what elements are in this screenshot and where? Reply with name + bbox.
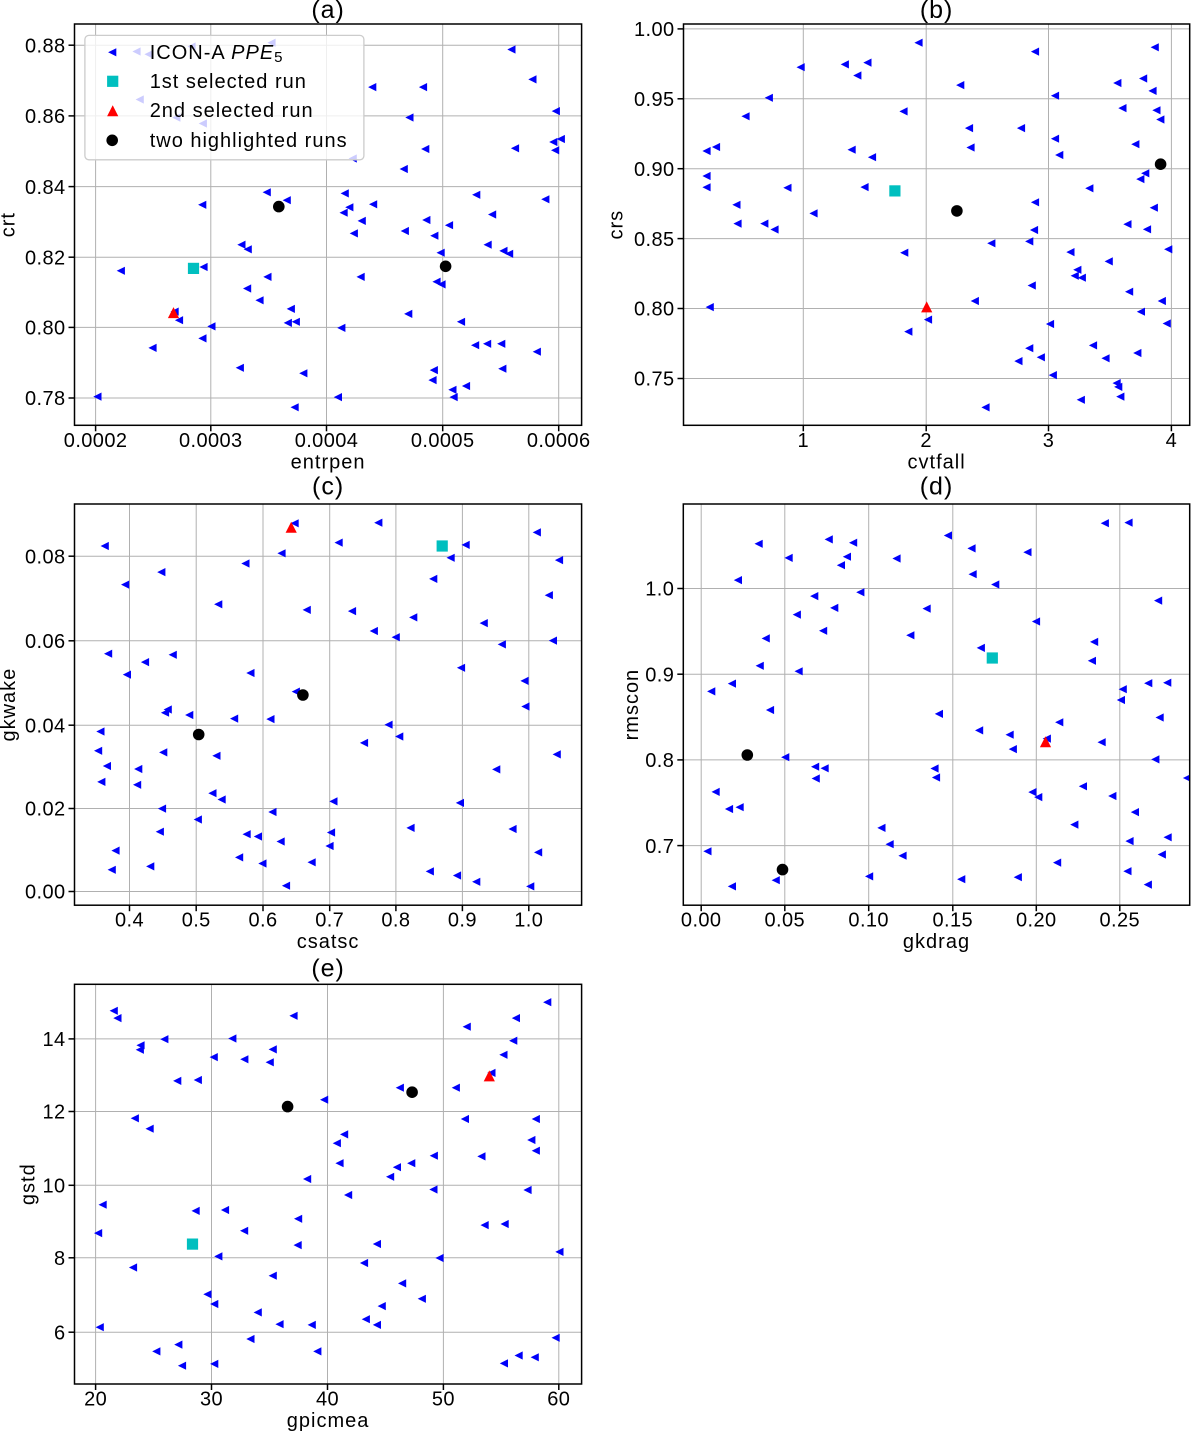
svg-text:0.05: 0.05 bbox=[765, 910, 806, 932]
svg-text:3: 3 bbox=[1043, 430, 1055, 452]
svg-text:(e): (e) bbox=[311, 955, 345, 983]
svg-text:0.0002: 0.0002 bbox=[64, 430, 128, 452]
svg-text:0.02: 0.02 bbox=[25, 799, 66, 821]
svg-text:1.00: 1.00 bbox=[634, 19, 675, 41]
svg-text:crs: crs bbox=[606, 210, 628, 240]
svg-text:0.7: 0.7 bbox=[315, 910, 344, 932]
svg-text:crt: crt bbox=[0, 212, 20, 237]
svg-text:0.80: 0.80 bbox=[634, 299, 675, 321]
svg-text:0.8: 0.8 bbox=[381, 910, 410, 932]
svg-text:0.0005: 0.0005 bbox=[411, 430, 475, 452]
svg-text:0.5: 0.5 bbox=[182, 910, 211, 932]
svg-text:0.20: 0.20 bbox=[1016, 910, 1057, 932]
svg-text:ICON-A PPE5: ICON-A PPE5 bbox=[150, 42, 283, 66]
svg-text:1: 1 bbox=[798, 430, 810, 452]
svg-text:2nd selected run: 2nd selected run bbox=[150, 100, 314, 122]
svg-text:12: 12 bbox=[42, 1102, 65, 1124]
svg-text:0.86: 0.86 bbox=[25, 106, 66, 128]
svg-text:(c): (c) bbox=[312, 473, 344, 501]
svg-text:0.10: 0.10 bbox=[848, 910, 889, 932]
svg-text:gkdrag: gkdrag bbox=[903, 931, 970, 953]
svg-text:gstd: gstd bbox=[17, 1163, 39, 1205]
svg-text:0.85: 0.85 bbox=[634, 229, 675, 251]
svg-text:50: 50 bbox=[432, 1389, 455, 1411]
svg-text:0.6: 0.6 bbox=[248, 910, 277, 932]
svg-text:10: 10 bbox=[42, 1176, 65, 1198]
svg-text:60: 60 bbox=[547, 1389, 570, 1411]
svg-text:rmscon: rmscon bbox=[621, 669, 643, 741]
svg-text:1st selected run: 1st selected run bbox=[150, 71, 307, 93]
svg-text:(d): (d) bbox=[920, 473, 954, 501]
svg-text:0.84: 0.84 bbox=[25, 177, 66, 199]
svg-text:6: 6 bbox=[54, 1322, 66, 1344]
svg-text:0.00: 0.00 bbox=[25, 882, 66, 904]
svg-text:0.0003: 0.0003 bbox=[179, 430, 243, 452]
svg-text:20: 20 bbox=[84, 1389, 107, 1411]
svg-text:14: 14 bbox=[42, 1029, 65, 1051]
svg-text:0.4: 0.4 bbox=[115, 910, 144, 932]
svg-text:0.04: 0.04 bbox=[25, 715, 66, 737]
svg-text:0.0006: 0.0006 bbox=[527, 430, 591, 452]
svg-text:entrpen: entrpen bbox=[291, 451, 366, 473]
svg-text:0.8: 0.8 bbox=[645, 750, 674, 772]
svg-text:(b): (b) bbox=[920, 0, 954, 24]
svg-text:30: 30 bbox=[200, 1389, 223, 1411]
svg-text:gkwake: gkwake bbox=[0, 668, 20, 742]
svg-text:0.75: 0.75 bbox=[634, 369, 675, 391]
svg-text:0.15: 0.15 bbox=[933, 910, 974, 932]
svg-text:0.80: 0.80 bbox=[25, 318, 66, 340]
svg-text:0.00: 0.00 bbox=[681, 910, 722, 932]
svg-text:0.9: 0.9 bbox=[448, 910, 477, 932]
svg-text:2: 2 bbox=[920, 430, 932, 452]
svg-text:0.78: 0.78 bbox=[25, 388, 66, 410]
svg-text:0.25: 0.25 bbox=[1100, 910, 1141, 932]
svg-text:8: 8 bbox=[54, 1248, 66, 1270]
svg-text:4: 4 bbox=[1166, 430, 1178, 452]
svg-text:0.7: 0.7 bbox=[645, 836, 674, 858]
svg-text:0.06: 0.06 bbox=[25, 631, 66, 653]
svg-text:csatsc: csatsc bbox=[297, 931, 360, 953]
svg-text:0.88: 0.88 bbox=[25, 35, 66, 57]
svg-text:0.95: 0.95 bbox=[634, 89, 675, 111]
svg-text:1.0: 1.0 bbox=[514, 910, 543, 932]
svg-text:40: 40 bbox=[316, 1389, 339, 1411]
svg-text:cvtfall: cvtfall bbox=[908, 451, 966, 473]
svg-text:gpicmea: gpicmea bbox=[287, 1410, 370, 1432]
svg-text:0.90: 0.90 bbox=[634, 159, 675, 181]
svg-text:0.08: 0.08 bbox=[25, 546, 66, 568]
svg-text:0.9: 0.9 bbox=[645, 664, 674, 686]
svg-text:0.82: 0.82 bbox=[25, 247, 66, 269]
svg-text:two highlighted runs: two highlighted runs bbox=[150, 130, 348, 152]
svg-text:1.0: 1.0 bbox=[645, 579, 674, 601]
svg-text:0.0004: 0.0004 bbox=[295, 430, 359, 452]
svg-text:(a): (a) bbox=[311, 0, 345, 24]
